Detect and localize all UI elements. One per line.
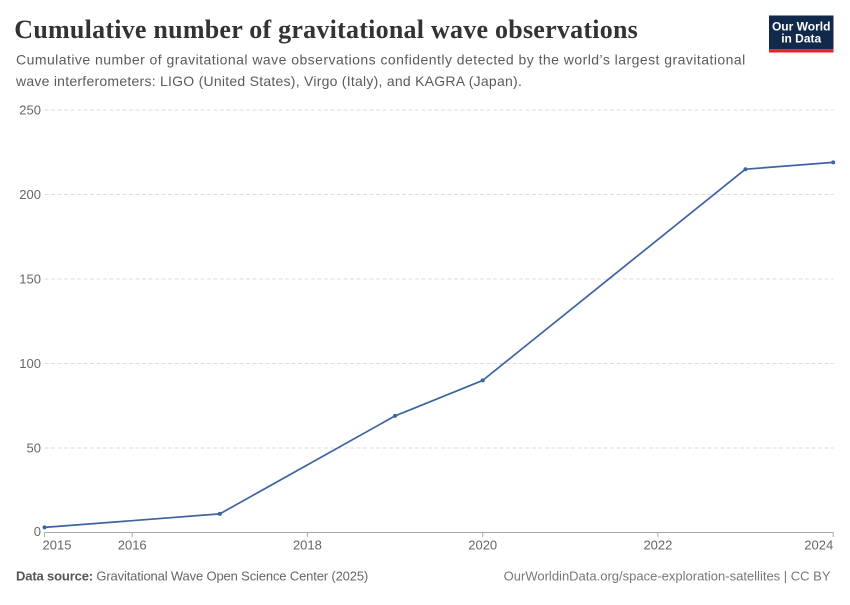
svg-text:OurWorldinData.org/space-explo: OurWorldinData.org/space-exploration-sat…: [504, 569, 831, 584]
svg-text:100: 100: [19, 356, 41, 371]
svg-text:250: 250: [19, 103, 41, 118]
svg-text:2016: 2016: [118, 538, 147, 553]
svg-text:Cumulative number of gravitati: Cumulative number of gravitational wave …: [16, 52, 746, 68]
svg-text:wave interferometers: LIGO (Un: wave interferometers: LIGO (United State…: [15, 73, 522, 89]
svg-text:150: 150: [19, 272, 41, 287]
svg-text:0: 0: [34, 524, 41, 539]
svg-text:2020: 2020: [468, 538, 497, 553]
svg-text:2015: 2015: [43, 538, 72, 553]
svg-text:in Data: in Data: [781, 31, 821, 45]
svg-text:50: 50: [27, 441, 41, 456]
svg-text:2018: 2018: [293, 538, 322, 553]
svg-text:Our World: Our World: [772, 20, 830, 34]
svg-text:2022: 2022: [643, 538, 672, 553]
svg-text:200: 200: [19, 187, 41, 202]
svg-text:Data source: Gravitational Wav: Data source: Gravitational Wave Open Sci…: [16, 569, 368, 584]
svg-text:Cumulative number of gravitati: Cumulative number of gravitational wave …: [14, 15, 638, 44]
svg-text:2024: 2024: [804, 538, 833, 553]
